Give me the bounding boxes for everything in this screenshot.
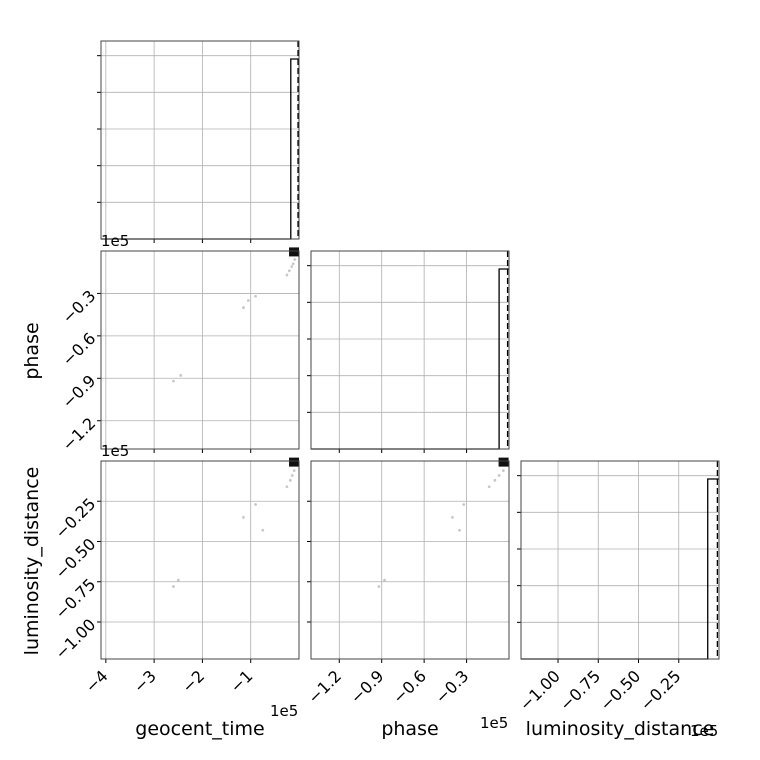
panel-frame [310,250,510,450]
scatter-point [377,585,381,588]
scatter-point [290,474,294,477]
scale-label: 1e5 [270,702,298,720]
scatter-point [254,294,257,298]
tick-label-y: −0.75 [51,575,99,623]
scatter-point [176,578,180,582]
scatter-point [285,273,289,277]
scatter-point [285,485,289,489]
scatter-point [179,374,183,377]
panel-frame [100,40,300,240]
histogram-step [311,268,509,450]
labels: −4 −3 −2 −1 −1.2 −0.9 −0.6 −0.3 −1.00−0.75−0.50−… [21,232,718,740]
scatter-point [458,528,461,532]
histogram-panel-geocent_time [97,40,300,243]
scatter-point [462,503,466,506]
panel-frame [310,460,510,660]
density-peak [289,247,300,257]
scale-label: 1e5 [480,714,508,732]
scatter-point [172,379,175,383]
density-peak [289,457,300,467]
scale-label: 1e5 [690,722,718,740]
scatter-point [493,478,497,482]
histogram-step [521,478,719,660]
histogram-panel-luminosity_distance [517,460,720,663]
tick-label-x: −0.25 [636,666,684,714]
tick-label-x: −1 [226,666,256,696]
y-axis-title-luminosity_distance: luminosity_distance [21,467,43,656]
tick-label-y: −1.2 [58,414,99,455]
scatter-point [242,515,245,519]
tick-label-x: −4 [82,666,112,696]
tick-label-y: −0.3 [58,286,99,327]
x-axis-title-luminosity_distance: luminosity_distance [526,718,715,740]
tick-label-y: −1.00 [51,615,99,663]
scatter-point [383,578,386,582]
tick-label-x: −1.2 [304,666,345,707]
scatter-point [172,585,175,588]
panel-frame [100,250,300,450]
panel-frame [520,460,720,660]
tick-label-y: −0.25 [51,494,99,542]
scatter-point [261,528,265,532]
scatter-panel-phase_vs_geocent_time [97,247,300,453]
panels [97,40,720,663]
tick-label-x: −3 [130,666,160,696]
scatter-panel-luminosity_distance_vs_geocent_time [97,457,300,663]
scale-label: 1e5 [101,232,129,250]
panel-frame [100,460,300,660]
scatter-point [487,485,491,489]
tick-label-x: −1.00 [516,666,564,714]
density-peak [498,457,509,467]
histogram-panel-phase [307,250,510,453]
y-axis-title-phase: phase [21,322,43,379]
tick-label-y: −0.9 [58,371,99,412]
x-axis-title-phase: phase [381,718,438,740]
scatter-point [254,503,257,506]
scatter-point [246,299,250,302]
scatter-point [288,478,292,482]
scatter-point [291,262,295,266]
tick-label-x: −0.3 [431,666,472,707]
scale-label: 1e5 [101,442,129,460]
x-axis-title-geocent_time: geocent_time [135,718,264,740]
scatter-point [293,258,297,261]
tick-label-x: −0.75 [556,666,604,714]
scatter-point [287,269,291,273]
tick-label-y: −0.50 [51,534,99,582]
scatter-panel-luminosity_distance_vs_phase [307,457,510,663]
scatter-point [292,469,296,473]
histogram-step [101,58,299,240]
tick-label-y: −0.6 [58,329,99,370]
scatter-point [242,306,245,309]
tick-label-x: −0.50 [596,666,644,714]
scatter-point [497,474,501,477]
tick-label-x: −0.9 [347,666,388,707]
scatter-point [451,515,454,519]
scatter-point [501,469,505,473]
tick-label-x: −0.6 [389,666,430,707]
scatter-point [290,265,294,268]
tick-label-x: −2 [178,666,208,696]
